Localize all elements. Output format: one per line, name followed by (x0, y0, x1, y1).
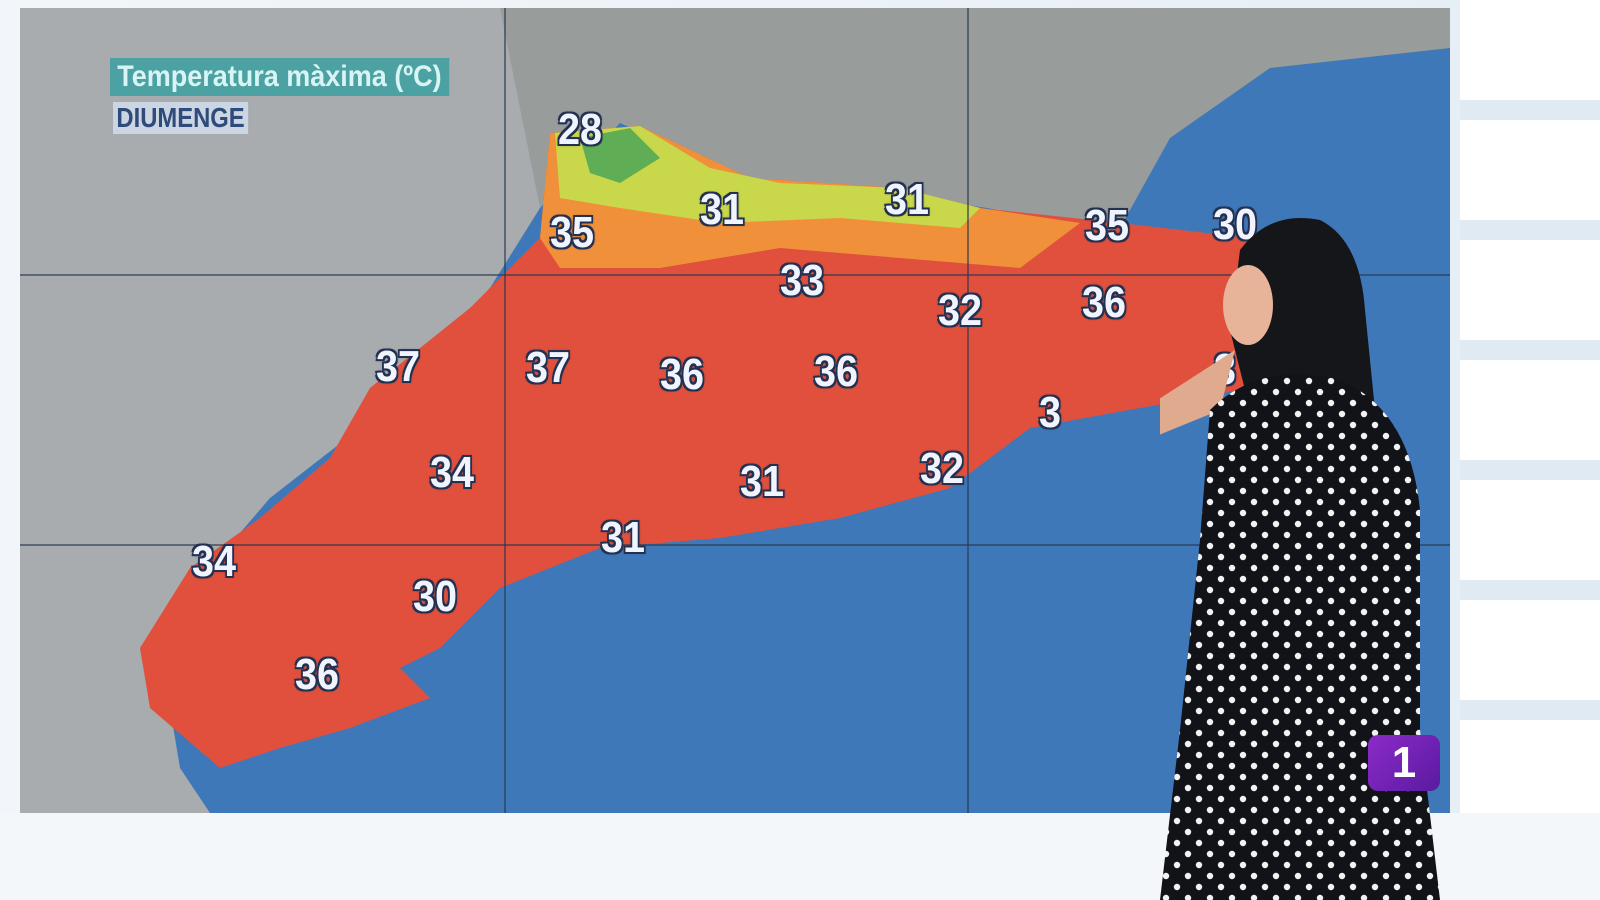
temperature-label: 36 (813, 347, 859, 396)
temperature-label: 31 (699, 185, 745, 234)
region-mild (555, 126, 980, 228)
temperature-label: 35 (1084, 201, 1130, 250)
temperature-label: 32 (919, 444, 965, 493)
region-cool (580, 128, 660, 183)
temperature-label: 33 (779, 256, 825, 305)
temperature-label: 28 (557, 105, 603, 154)
temperature-label: 37 (525, 343, 571, 392)
temperature-label: 36 (1081, 278, 1127, 327)
region-hot (140, 126, 1250, 768)
temperature-label: 3 (1038, 388, 1062, 437)
temperature-label: 31 (600, 513, 646, 562)
presenter-silhouette (1160, 218, 1440, 900)
temperature-label: 37 (375, 342, 421, 391)
channel-logo: 1 (1368, 735, 1440, 791)
temperature-label: 36 (294, 650, 340, 699)
temperature-label: 35 (549, 208, 595, 257)
temperature-label: 32 (937, 286, 983, 335)
temperature-label: 30 (412, 572, 458, 621)
temperature-label: 34 (429, 448, 475, 497)
temperature-label: 36 (659, 350, 705, 399)
map-graphic (20, 8, 1450, 813)
temperature-label: 31 (739, 457, 785, 506)
map-day-label: DIUMENGE (113, 102, 249, 134)
temperature-label: 34 (191, 537, 237, 586)
temperature-label: 31 (884, 175, 930, 224)
map-title: Temperatura màxima (ºC) (110, 58, 449, 96)
studio-wall-stripes (1460, 0, 1600, 900)
